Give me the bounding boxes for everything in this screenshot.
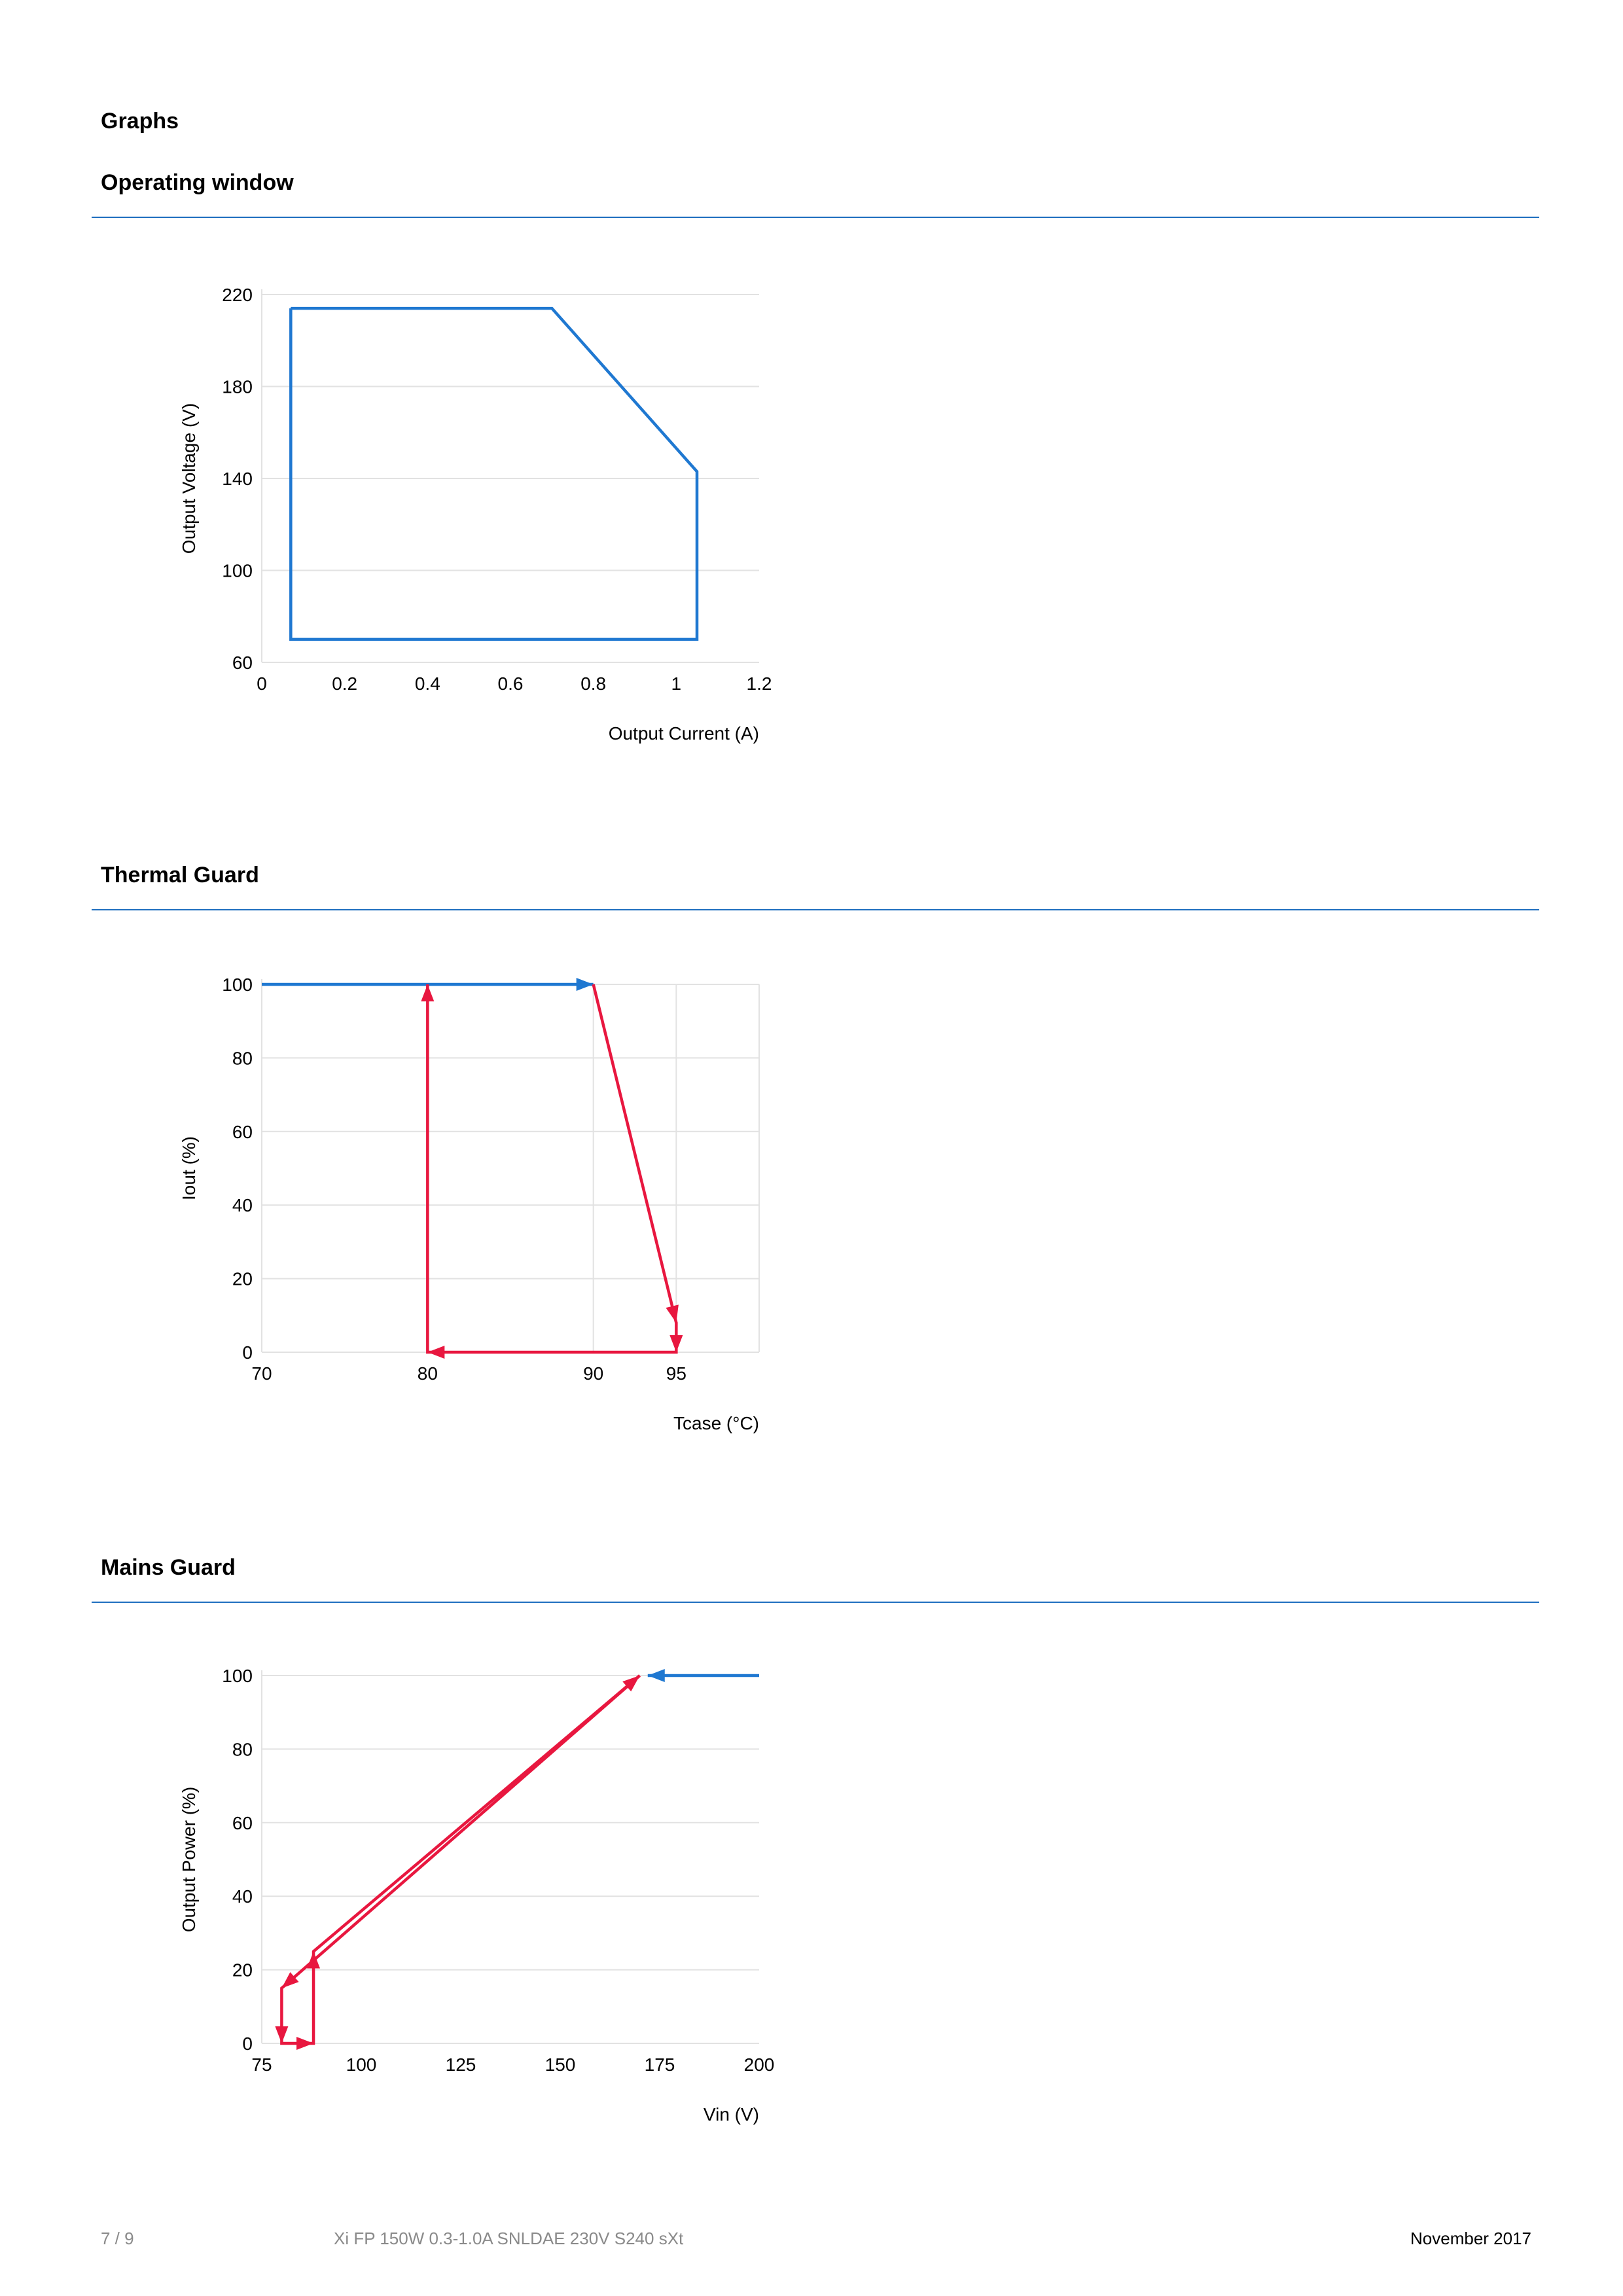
y-tick-label: 60 [232, 653, 253, 673]
arrow-head [296, 2037, 314, 2050]
thermal-guard-chart: 0 20 40 60 80 100 70 80 90 95 Tcase (°C) Iout (%) [179, 975, 760, 1433]
x-tick-label: 175 [645, 2054, 675, 2075]
y-tick-label: 220 [222, 285, 253, 305]
x-tick-label: 0.4 [415, 673, 440, 694]
y-tick-label: 100 [222, 561, 253, 581]
y-axis-title: Output Power (%) [179, 1787, 199, 1933]
section-divider [92, 909, 1539, 910]
x-tick-label: 75 [251, 2054, 272, 2075]
mains-guard-chart: 0 20 40 60 80 100 75 100 125 150 175 200 Vin (V) Outp… [179, 1666, 775, 2125]
arrow-head [647, 1669, 665, 1682]
arrow-head [669, 1335, 683, 1352]
section-divider [92, 1602, 1539, 1603]
y-tick-label: 180 [222, 377, 253, 397]
x-axis-title: Vin (V) [704, 2104, 759, 2125]
series-line [280, 1674, 641, 2045]
y-axis-title: Output Voltage (V) [179, 403, 199, 554]
arrow-head [666, 1304, 679, 1323]
thermal-guard-heading: Thermal Guard [101, 863, 259, 888]
x-axis-title: Output Current (A) [609, 723, 759, 744]
series-line [289, 306, 699, 641]
section-divider [92, 217, 1539, 218]
series-line [426, 984, 678, 1354]
arrow-head [622, 1676, 640, 1692]
mains-guard-heading: Mains Guard [101, 1555, 236, 1580]
x-axis-title: Tcase (°C) [673, 1413, 759, 1433]
y-tick-label: 80 [232, 1739, 253, 1759]
x-tick-label: 0 [257, 673, 267, 694]
x-tick-label: 0.8 [580, 673, 606, 694]
x-tick-label: 100 [346, 2054, 377, 2075]
x-tick-label: 0.6 [498, 673, 524, 694]
y-tick-label: 60 [232, 1122, 253, 1142]
x-tick-label: 200 [744, 2054, 775, 2075]
x-tick-label: 1 [671, 673, 682, 694]
y-tick-label: 0 [242, 1342, 253, 1363]
y-tick-label: 100 [222, 1666, 253, 1686]
x-tick-label: 80 [418, 1363, 438, 1384]
page-number: 7 / 9 [101, 2229, 134, 2248]
arrow-head [307, 1951, 321, 1969]
y-tick-label: 20 [232, 1960, 253, 1981]
arrow-head [421, 984, 435, 1001]
arrow-head [275, 2026, 289, 2043]
product-name: Xi FP 150W 0.3-1.0A SNLDAE 230V S240 sXt [334, 2229, 684, 2248]
y-tick-label: 40 [232, 1886, 253, 1907]
y-tick-label: 60 [232, 1813, 253, 1833]
arrow-head [576, 978, 594, 991]
page-title: Graphs [101, 109, 179, 134]
y-tick-label: 20 [232, 1269, 253, 1289]
y-tick-label: 80 [232, 1048, 253, 1068]
y-tick-label: 140 [222, 469, 253, 489]
x-tick-label: 1.2 [747, 673, 772, 694]
x-tick-label: 95 [666, 1363, 687, 1384]
x-tick-label: 90 [583, 1363, 603, 1384]
operating-window-heading: Operating window [101, 170, 294, 195]
x-tick-label: 70 [251, 1363, 272, 1384]
document-date: November 2017 [1410, 2229, 1531, 2248]
x-tick-label: 0.2 [332, 673, 357, 694]
y-tick-label: 40 [232, 1195, 253, 1215]
operating-window-chart: 60 100 140 180 220 0 0.2 0.4 0.6 0.8 1 1.2 Output Cu… [179, 285, 772, 744]
y-tick-label: 100 [222, 975, 253, 995]
arrow-head [427, 1346, 445, 1359]
y-tick-label: 0 [242, 2034, 253, 2054]
x-tick-label: 150 [545, 2054, 576, 2075]
y-axis-title: Iout (%) [179, 1136, 199, 1200]
arrow-head [281, 1972, 299, 1988]
x-tick-label: 125 [446, 2054, 476, 2075]
